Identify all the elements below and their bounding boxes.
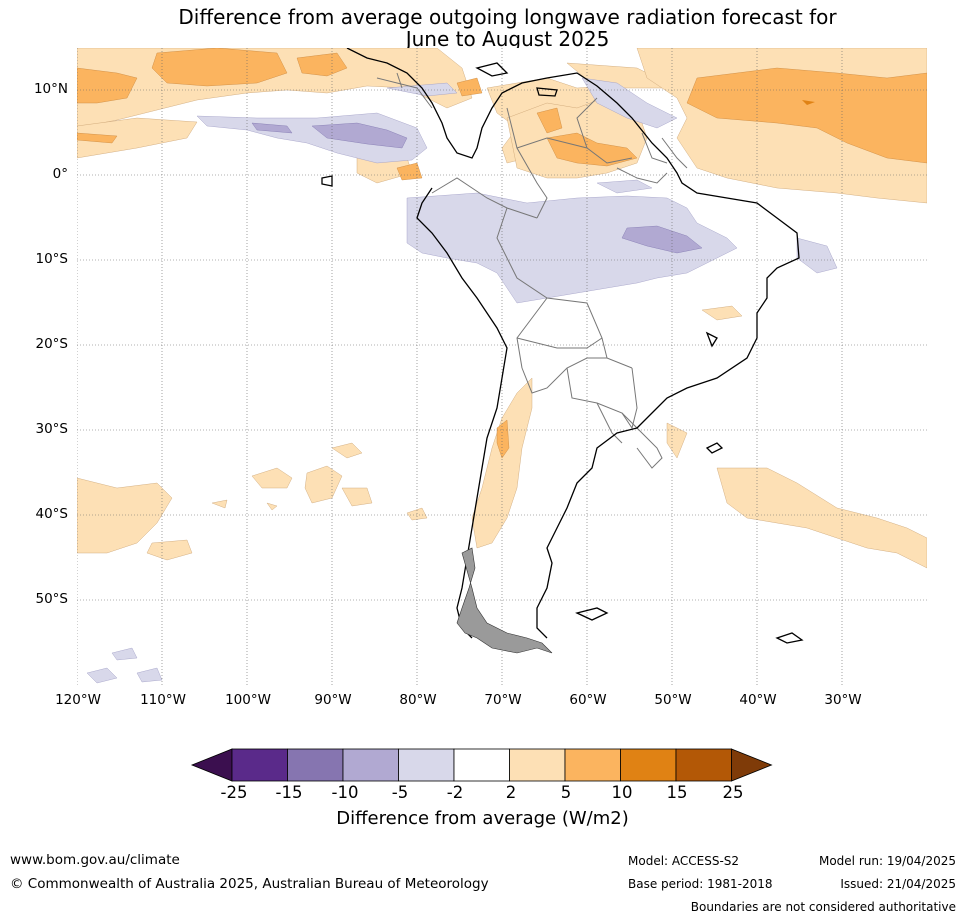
olr-anomaly-map [77,48,927,685]
country-borders [376,72,688,469]
lat-label-10s: 10°S [35,251,69,267]
southern-chile-coast [456,547,553,654]
negative-anomaly-light [86,77,838,684]
colorbar-segment [231,748,288,782]
negative-anomaly-mid [251,122,703,254]
colorbar-segment [287,748,344,782]
lon-label-50w: 50°W [654,692,692,708]
colorbar-segment [564,748,621,782]
lon-label-40w: 40°W [739,692,777,708]
lat-label-50s: 50°S [35,591,69,607]
lon-label-100w: 100°W [225,692,271,708]
map-title-line2: June to August 2025 [405,27,610,51]
website-link[interactable]: www.bom.gov.au/climate [10,852,180,868]
colorbar-extend-high [731,748,773,782]
positive-anomaly-strong [802,100,815,105]
lat-label-20s: 20°S [35,336,69,352]
boundaries-disclaimer: Boundaries are not considered authoritat… [690,900,956,914]
copyright-text: © Commonwealth of Australia 2025, Austra… [10,876,489,892]
issued-date: Issued: 21/04/2025 [840,877,956,891]
colorbar-segment [509,748,566,782]
base-period: Base period: 1981-2018 [628,877,773,891]
lon-label-30w: 30°W [824,692,862,708]
lat-label-40s: 40°S [35,506,69,522]
lat-label-30s: 30°S [35,421,69,437]
lon-label-120w: 120°W [55,692,101,708]
colorbar [190,748,773,782]
colorbar-segment [675,748,732,782]
colorbar-segment [398,748,455,782]
colorbar-label: Difference from average (W/m2) [336,808,629,829]
lat-label-10n: 10°N [33,81,68,97]
colorbar-tick: 5 [560,783,572,802]
positive-anomaly-mid [77,48,927,459]
colorbar-tick: 10 [611,783,633,802]
lon-label-70w: 70°W [484,692,522,708]
lon-label-80w: 80°W [399,692,437,708]
model-run-date: Model run: 19/04/2025 [818,854,956,868]
lon-label-90w: 90°W [314,692,352,708]
graticule [77,48,927,685]
colorbar-tick: -2 [446,783,464,802]
colorbar-tick: -25 [220,783,248,802]
colorbar-tick: 2 [505,783,517,802]
colorbar-tick: -5 [391,783,409,802]
colorbar-tick: -15 [275,783,303,802]
map-title-line1: Difference from average outgoing longwav… [178,5,837,29]
colorbar-tick: 25 [722,783,744,802]
lon-label-110w: 110°W [140,692,186,708]
colorbar-segment [342,748,399,782]
colorbar-tick: -10 [331,783,359,802]
model-name: Model: ACCESS-S2 [628,854,740,868]
colorbar-segment [453,748,510,782]
lon-label-60w: 60°W [569,692,607,708]
colorbar-segment [620,748,677,782]
lat-label-0: 0° [52,166,68,182]
colorbar-extend-low [190,748,233,782]
colorbar-tick: 15 [666,783,688,802]
coastline [321,48,804,644]
